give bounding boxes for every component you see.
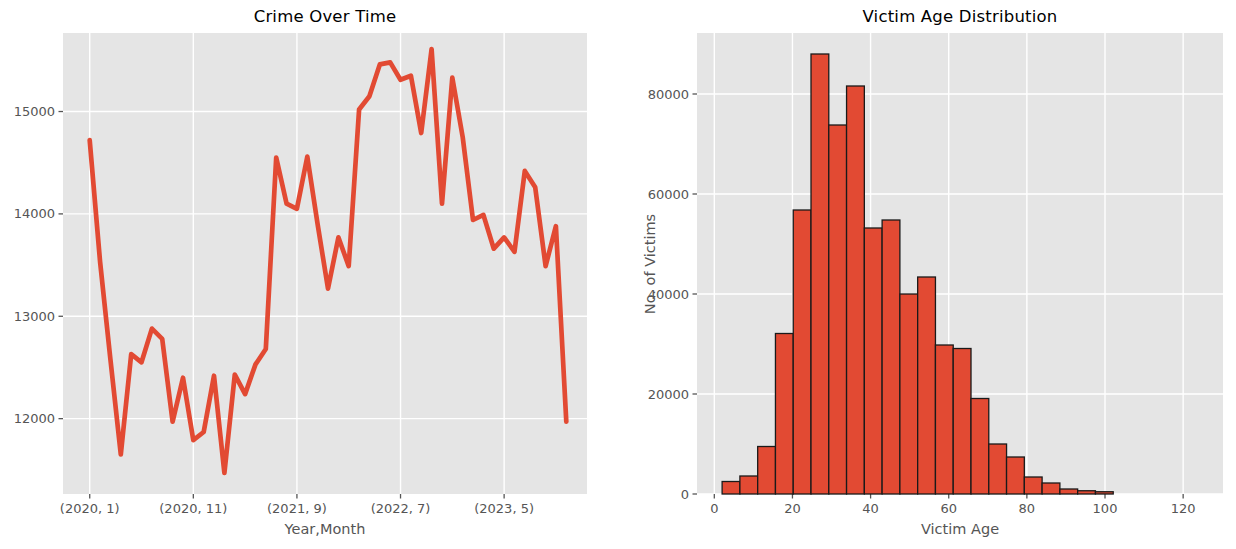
x-tick-label: 40 xyxy=(862,501,879,516)
x-tick-label: 120 xyxy=(1171,501,1196,516)
x-tick-label: 80 xyxy=(1019,501,1036,516)
histogram-bar xyxy=(1095,492,1113,494)
x-tick-label: (2020, 1) xyxy=(60,501,120,516)
histogram-chart-ylabel: No. of Victims xyxy=(642,204,662,324)
histogram-bar xyxy=(847,86,865,494)
histogram-bar xyxy=(722,482,740,495)
x-tick-label: 20 xyxy=(784,501,801,516)
x-tick-label: (2020, 11) xyxy=(159,501,227,516)
histogram-bar xyxy=(882,220,900,494)
histogram-chart-xlabel: Victim Age xyxy=(697,521,1223,541)
charts-canvas: 12000130001400015000(2020, 1)(2020, 11)(… xyxy=(0,0,1236,549)
y-tick-label: 14000 xyxy=(14,206,55,221)
histogram-chart-title: Victim Age Distribution xyxy=(697,7,1223,29)
y-tick-label: 12000 xyxy=(14,411,55,426)
y-tick-label: 15000 xyxy=(14,104,55,119)
histogram-bar xyxy=(793,210,811,494)
histogram-bar xyxy=(1060,489,1078,494)
line-chart-title: Crime Over Time xyxy=(63,7,587,29)
histogram-bar xyxy=(989,444,1007,494)
histogram-bar xyxy=(1024,477,1042,494)
histogram-bar xyxy=(1007,457,1025,494)
histogram-bar xyxy=(1042,483,1060,494)
x-tick-label: 0 xyxy=(710,501,718,516)
y-tick-label: 60000 xyxy=(648,187,689,202)
y-tick-label: 0 xyxy=(681,487,689,502)
histogram-bar xyxy=(829,125,847,494)
histogram-bar xyxy=(811,54,829,494)
histogram-bar xyxy=(864,228,882,494)
histogram-bar xyxy=(775,334,793,495)
histogram-bar xyxy=(740,476,758,494)
histogram-bar xyxy=(935,345,953,494)
y-tick-label: 13000 xyxy=(14,309,55,324)
histogram-bar xyxy=(1078,491,1096,494)
y-tick-label: 80000 xyxy=(648,87,689,102)
histogram-bar xyxy=(758,447,776,495)
crime-dashboard-figure: 12000130001400015000(2020, 1)(2020, 11)(… xyxy=(0,0,1236,549)
x-tick-label: (2021, 9) xyxy=(267,501,327,516)
y-tick-label: 20000 xyxy=(648,387,689,402)
histogram-bar xyxy=(953,349,971,495)
x-tick-label: 100 xyxy=(1093,501,1118,516)
histogram-bar xyxy=(971,399,989,495)
histogram-bar xyxy=(900,294,918,494)
x-tick-label: (2022, 7) xyxy=(371,501,431,516)
histogram-bar xyxy=(918,277,936,494)
x-tick-label: (2023, 5) xyxy=(474,501,534,516)
x-tick-label: 60 xyxy=(940,501,957,516)
line-chart-xlabel: Year,Month xyxy=(63,521,587,541)
